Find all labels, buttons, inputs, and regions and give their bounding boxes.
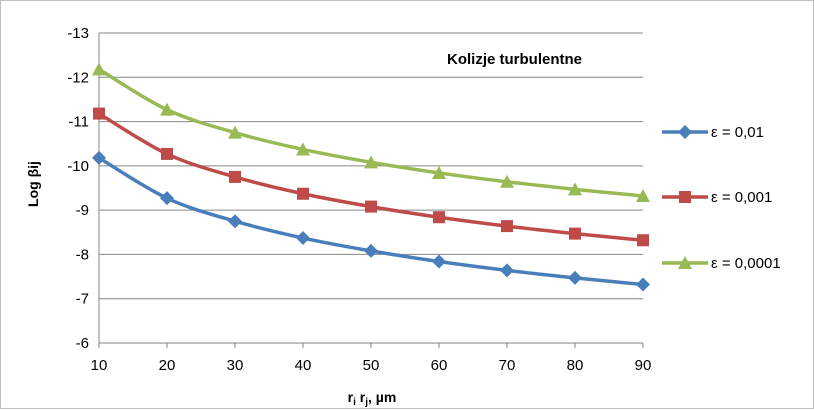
data-point — [160, 102, 174, 116]
y-tick-label: -12 — [67, 69, 89, 86]
data-point — [93, 107, 105, 120]
axes — [98, 33, 644, 348]
series-layer — [92, 62, 650, 292]
x-tick-label: 30 — [227, 357, 244, 374]
data-point — [161, 147, 173, 160]
x-tick-label: 40 — [295, 357, 312, 374]
data-point — [92, 150, 106, 165]
series-line — [98, 67, 644, 198]
data-point — [228, 214, 242, 229]
data-point — [364, 243, 378, 258]
legend-marker — [678, 125, 692, 139]
data-point — [636, 188, 650, 202]
x-tick-label: 50 — [363, 357, 380, 374]
data-point — [229, 170, 241, 183]
legend-item: ε = 0,0001 — [662, 255, 781, 272]
x-axis-title: ri rj, µm — [348, 389, 397, 408]
x-tick-label: 90 — [635, 357, 652, 374]
x-tick-label: 80 — [567, 357, 584, 374]
legend-marker — [679, 191, 691, 203]
data-point — [296, 231, 310, 246]
y-tick-label: -11 — [68, 114, 89, 131]
y-tick-label: -13 — [67, 25, 89, 42]
data-point — [637, 234, 649, 247]
data-point — [432, 254, 446, 269]
data-point — [296, 142, 310, 156]
data-point — [160, 191, 174, 206]
x-tick-label: 20 — [159, 357, 176, 374]
data-point — [432, 165, 446, 179]
legend-label: ε = 0,0001 — [711, 255, 781, 272]
data-point — [228, 125, 242, 139]
legend-marker — [678, 256, 692, 269]
series-line — [98, 112, 644, 242]
legend-label: ε = 0,01 — [711, 124, 764, 141]
y-tick-label: -9 — [76, 202, 89, 219]
data-point — [92, 62, 106, 76]
data-point — [433, 211, 445, 224]
data-point — [568, 182, 582, 196]
data-point — [569, 227, 581, 240]
data-point — [364, 155, 378, 169]
data-point — [365, 200, 377, 213]
series-square — [93, 107, 649, 247]
y-tick-label: -10 — [67, 158, 89, 175]
tick-labels: -13 -12 -11 -10 -9 -8 -7 -610 20 30 40 50 60 70 80 90 — [67, 25, 651, 374]
data-point — [501, 220, 513, 233]
data-point — [568, 270, 582, 285]
legend-label: ε = 0,001 — [711, 189, 772, 206]
x-title-sub-j: j — [364, 397, 368, 408]
series-diamond — [92, 150, 650, 292]
x-title-sub-i: i — [353, 397, 356, 408]
chart-annotation: Kolizje turbulentne — [447, 51, 582, 68]
legend-item: ε = 0,001 — [662, 189, 772, 206]
data-point — [500, 174, 514, 188]
data-point — [297, 187, 309, 200]
series-line — [98, 156, 644, 287]
legend: ε = 0,01 ε = 0,001 ε = 0,0001 — [662, 124, 781, 272]
x-title-unit: , µm — [368, 389, 396, 405]
series-triangle — [92, 62, 650, 202]
x-tick-label: 70 — [499, 357, 516, 374]
x-title-r2: r — [356, 389, 366, 405]
y-tick-label: -8 — [76, 246, 89, 263]
x-tick-label: 60 — [431, 357, 448, 374]
y-tick-label: -6 — [76, 335, 89, 352]
legend-item: ε = 0,01 — [662, 124, 764, 141]
data-point — [500, 263, 514, 278]
x-title-r: r — [348, 389, 354, 405]
x-tick-label: 10 — [91, 357, 108, 374]
y-tick-label: -7 — [76, 291, 89, 308]
data-point — [636, 277, 650, 292]
y-axis-title: Log βij — [25, 161, 41, 207]
